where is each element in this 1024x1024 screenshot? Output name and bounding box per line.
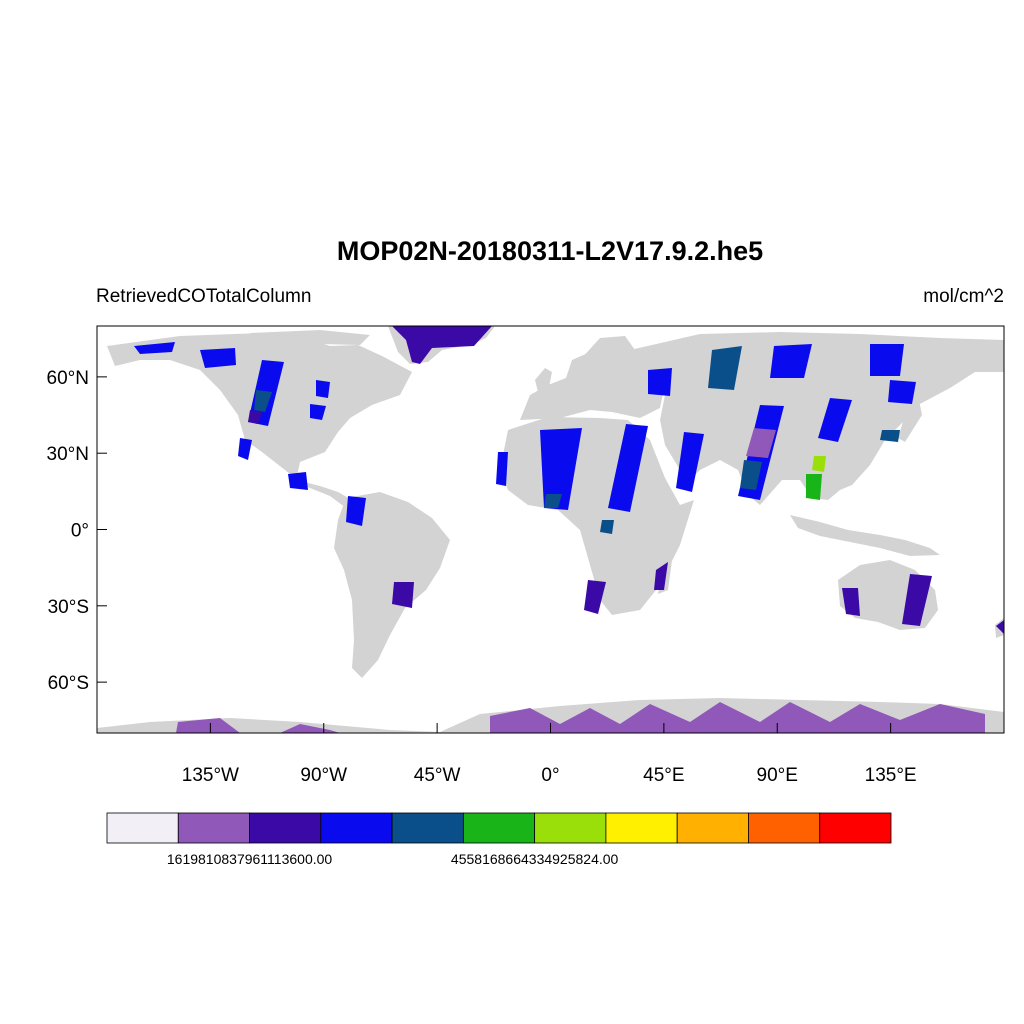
swath-russia-central <box>708 346 742 390</box>
swath-alaska <box>200 348 236 368</box>
lon-tick-label: 90°W <box>300 765 347 786</box>
colorbar: 1619810837961113600.00 455816866433492582… <box>106 812 892 867</box>
swath-canada-core <box>254 390 272 412</box>
co-retrieval-swaths <box>134 326 1004 733</box>
colorbar-box <box>391 812 464 844</box>
swath-india-green <box>740 460 762 490</box>
swath-australia-east <box>902 574 932 626</box>
lat-tick-label: 60°S <box>48 673 89 694</box>
colorbar-box <box>605 812 678 844</box>
swath-sa-north <box>346 496 366 526</box>
swath-quebec <box>310 404 326 420</box>
colorbar-box <box>462 812 536 844</box>
colorbar-box <box>177 812 250 844</box>
axis-ticks: 60°N 30°N 0° 30°S 60°S 135°W 90°W 45°W 0° 45°E 90°… <box>47 368 917 786</box>
swath-kamchatka <box>888 380 916 404</box>
swath-nz <box>996 620 1004 634</box>
europe <box>520 346 665 420</box>
colorbar-label: 4558168664334925824.00 <box>451 851 619 867</box>
uk-ireland <box>535 368 552 392</box>
swath-se-asia-hot <box>812 456 826 472</box>
swath-greenland <box>392 326 492 364</box>
swath-siberia-east <box>870 344 904 376</box>
swath-antarctica-west <box>176 718 240 733</box>
lat-tick-label: 60°N <box>47 368 89 389</box>
swath-antarctica-ross <box>280 724 340 733</box>
swath-arabia <box>676 432 704 492</box>
colorbar-label: 1619810837961113600.00 <box>167 851 333 867</box>
lat-tick-label: 30°N <box>47 444 89 465</box>
colorbar-box <box>676 812 749 844</box>
swath-sahel-west <box>496 452 508 486</box>
swath-sa-south <box>392 582 414 608</box>
colorbar-box <box>320 812 393 844</box>
colorbar-box <box>819 812 892 844</box>
swath-antarctica-east <box>490 702 985 733</box>
japan <box>898 395 922 442</box>
lon-tick-label: 135°W <box>182 765 239 786</box>
indonesia <box>790 515 940 556</box>
swath-africa-west <box>540 428 582 510</box>
colorbar-box <box>106 812 179 844</box>
swath-africa-west-green <box>544 494 562 508</box>
lon-tick-label: 45°E <box>643 765 684 786</box>
swath-tibet <box>746 428 776 458</box>
colorbar-box <box>249 812 322 844</box>
swath-africa-central <box>608 424 648 512</box>
swath-mexico <box>288 472 308 490</box>
lon-tick-label: 135°E <box>865 765 917 786</box>
lon-tick-label: 90°E <box>757 765 798 786</box>
colorbar-box <box>534 812 607 844</box>
lat-tick-label: 30°S <box>48 597 89 618</box>
scandinavia <box>580 336 635 372</box>
canadian-arctic <box>250 330 370 345</box>
swath-canada-low <box>248 410 262 424</box>
units-label: mol/cm^2 <box>923 286 1004 307</box>
swath-china <box>818 398 852 442</box>
swath-hudson <box>316 380 330 398</box>
swath-africa-central-low <box>600 520 614 534</box>
swath-se-asia <box>806 474 822 500</box>
swath-us-south <box>238 438 252 460</box>
colorbar-box <box>748 812 821 844</box>
swath-australia-west <box>842 588 860 616</box>
lat-tick-label: 0° <box>71 521 89 542</box>
swath-japan <box>880 430 900 442</box>
swath-southern-africa <box>584 580 606 614</box>
lon-tick-label: 0° <box>541 765 559 786</box>
swath-siberia <box>770 344 812 378</box>
plot-title: MOP02N-20180311-L2V17.9.2.he5 <box>336 236 764 266</box>
lon-tick-label: 45°W <box>414 765 461 786</box>
swath-russia-west <box>648 368 672 396</box>
map-area <box>97 326 1004 733</box>
swath-mozambique <box>654 562 668 590</box>
swath-alaska-north <box>134 342 175 354</box>
south-america <box>334 492 450 678</box>
variable-name: RetrievedCOTotalColumn <box>96 286 312 307</box>
